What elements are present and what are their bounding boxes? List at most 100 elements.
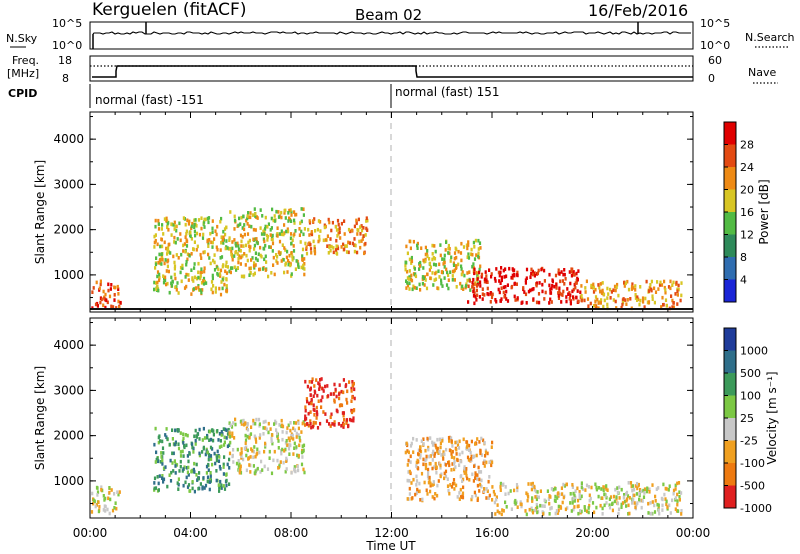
velocity-cell: [278, 423, 281, 427]
power-colorbar-swatch: [724, 234, 736, 257]
power-cell: [234, 241, 237, 246]
power-cell: [405, 244, 408, 249]
velocity-cell: [409, 454, 412, 459]
power-cell: [421, 281, 424, 286]
velocity-cell: [204, 452, 207, 457]
power-cell: [161, 223, 164, 227]
power-cell: [153, 287, 156, 292]
power-cell: [575, 271, 578, 276]
velocity-cell: [226, 444, 229, 449]
velocity-cell: [434, 443, 437, 448]
velocity-cell: [268, 449, 271, 454]
velocity-colorbar-swatch: [724, 395, 736, 418]
power-cell: [181, 266, 184, 270]
power-cell: [285, 229, 288, 234]
power-cell: [448, 251, 451, 256]
power-cell: [114, 285, 117, 290]
power-cell: [489, 291, 492, 295]
velocity-cell: [450, 452, 453, 456]
velocity-cell: [448, 439, 451, 443]
velocity-cell: [571, 483, 574, 487]
power-cell: [220, 255, 224, 259]
velocity-cell: [320, 398, 323, 403]
velocity-cell: [537, 495, 540, 500]
velocity-cell: [165, 427, 168, 431]
velocity-cell: [473, 454, 476, 459]
velocity-cell: [162, 480, 165, 484]
velocity-cell: [166, 484, 169, 489]
velocity-cell: [319, 378, 322, 382]
power-cell: [291, 258, 294, 262]
velocity-cell: [287, 436, 290, 441]
power-cell: [198, 232, 202, 237]
power-ytick-label: 3000: [53, 177, 84, 191]
power-cell: [107, 282, 110, 287]
power-cell: [486, 286, 489, 291]
power-cell: [212, 258, 215, 263]
power-cell: [231, 240, 234, 244]
power-cell: [451, 269, 455, 274]
power-cell: [243, 252, 246, 256]
velocity-cell: [420, 439, 423, 443]
velocity-cell: [223, 440, 226, 445]
power-cell: [195, 276, 199, 281]
velocity-cell: [222, 427, 225, 431]
power-cell: [520, 301, 523, 305]
velocity-cell: [153, 481, 156, 485]
velocity-cell: [429, 462, 432, 466]
power-cell: [664, 298, 668, 302]
velocity-cell: [98, 504, 101, 509]
power-cell: [348, 241, 352, 245]
power-cell: [443, 253, 446, 258]
velocity-cell: [487, 496, 490, 500]
velocity-cell: [622, 496, 625, 500]
velocity-cell: [182, 441, 185, 445]
velocity-cell: [269, 427, 272, 431]
power-cell: [612, 298, 615, 302]
power-cell: [338, 226, 341, 231]
velocity-cell: [351, 383, 354, 388]
velocity-cell: [292, 452, 295, 456]
velocity-cell: [173, 459, 176, 463]
power-cell: [109, 287, 112, 291]
power-cell: [297, 265, 300, 269]
power-cell: [262, 229, 265, 234]
power-cell: [173, 272, 176, 277]
power-cell: [310, 251, 313, 255]
power-cell: [314, 229, 317, 233]
velocity-cell: [96, 486, 99, 490]
power-cell: [467, 300, 470, 304]
power-cell: [264, 268, 267, 272]
velocity-cell: [271, 441, 274, 446]
velocity-cell: [415, 438, 418, 442]
power-cell: [467, 240, 470, 244]
velocity-cell: [118, 490, 121, 494]
velocity-cell: [416, 487, 419, 492]
velocity-cell: [483, 459, 486, 464]
power-cell: [514, 298, 517, 302]
velocity-cell: [174, 428, 177, 433]
power-cell: [425, 286, 429, 291]
power-cell: [512, 268, 515, 273]
power-cell: [563, 272, 566, 277]
velocity-cell: [328, 422, 331, 426]
power-cell: [336, 218, 340, 223]
power-cell: [460, 241, 463, 246]
velocity-cell: [280, 451, 283, 456]
velocity-cell: [427, 445, 430, 450]
velocity-cell: [501, 508, 504, 512]
power-cell: [215, 245, 218, 250]
power-cell: [113, 298, 116, 302]
power-cell: [330, 228, 333, 233]
power-cell: [248, 266, 251, 271]
power-cell: [416, 246, 419, 250]
velocity-colorbar-swatch: [724, 328, 736, 351]
power-cell: [271, 237, 274, 242]
power-cell: [674, 292, 677, 296]
power-cell: [161, 258, 164, 262]
power-cell: [419, 288, 422, 292]
power-cell: [261, 214, 264, 218]
velocity-cell: [223, 487, 227, 491]
velocity-cell: [546, 489, 549, 493]
power-cell: [453, 268, 456, 273]
